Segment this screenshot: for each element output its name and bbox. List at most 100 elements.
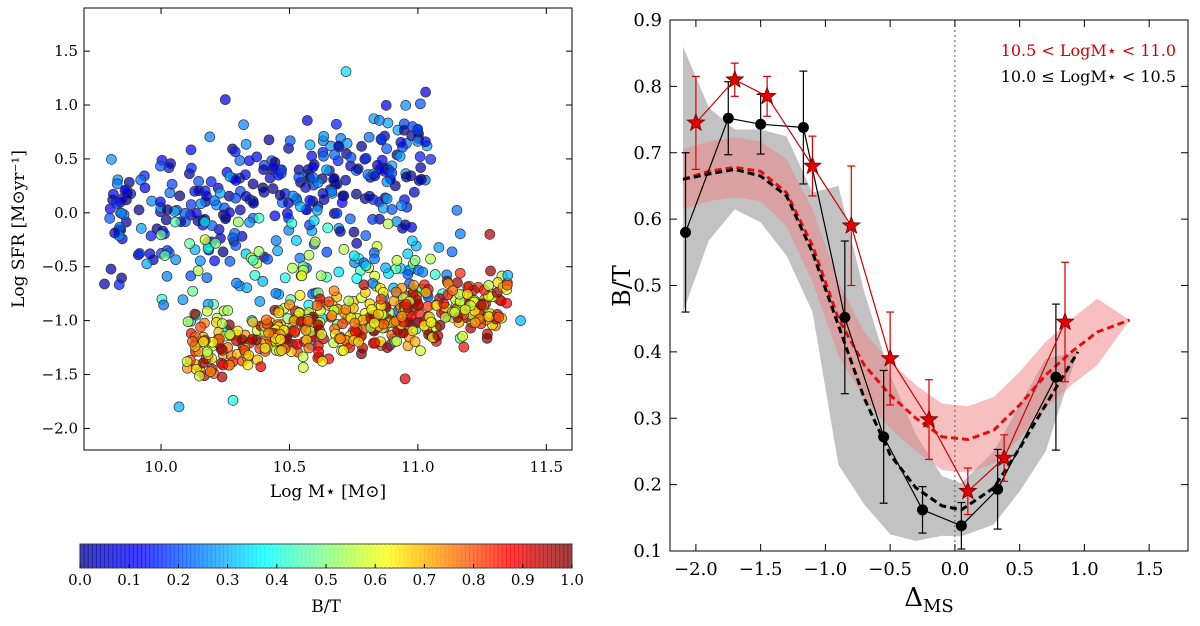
scatter-point	[166, 178, 178, 190]
scatter-point	[304, 139, 316, 151]
scatter-point	[165, 158, 176, 169]
scatter-point	[230, 192, 242, 204]
line-y-tick-label: 0.6	[633, 209, 662, 230]
scatter-point	[205, 366, 216, 377]
scatter-point	[375, 133, 387, 145]
scatter-x-tick-label: 11.0	[401, 458, 434, 476]
scatter-point	[381, 193, 393, 205]
scatter-point	[116, 207, 128, 219]
red-model-band	[683, 137, 1130, 473]
scatter-point	[155, 229, 167, 241]
scatter-point	[420, 86, 431, 98]
scatter-point	[113, 279, 125, 291]
scatter-point	[414, 151, 426, 162]
scatter-point	[214, 187, 226, 199]
scatter-point	[446, 246, 458, 258]
scatter-point	[356, 348, 367, 360]
series-line	[695, 78, 1066, 493]
scatter-point	[230, 175, 242, 186]
scatter-point	[294, 289, 306, 301]
scatter-point	[422, 301, 434, 312]
scatter-point	[475, 299, 487, 311]
data-point-circle	[722, 112, 734, 124]
scatter-point	[179, 208, 191, 219]
scatter-point	[222, 305, 234, 316]
line-x-tick-label: 0.5	[1005, 559, 1034, 580]
scatter-point	[135, 223, 147, 234]
scatter-point	[335, 333, 346, 345]
scatter-point	[340, 66, 352, 77]
scatter-point	[415, 345, 426, 357]
data-point-star	[686, 112, 706, 132]
scatter-point	[343, 295, 355, 307]
scatter-point	[375, 293, 387, 305]
scatter-point	[304, 194, 316, 206]
scatter-y-tick-label: −0.5	[42, 258, 78, 276]
scatter-point	[191, 207, 202, 219]
scatter-point	[358, 279, 370, 291]
scatter-y-tick-label: −2.0	[42, 419, 78, 437]
scatter-point	[434, 319, 446, 331]
scatter-point	[270, 235, 282, 246]
scatter-point	[338, 345, 349, 356]
scatter-point	[502, 270, 514, 281]
line-y-ticks: 0.1 0.2 0.3 0.4 0.5 0.6 0.7 0.8 0.9	[633, 10, 1188, 562]
scatter-point	[484, 229, 496, 240]
colorbar-tick-label: 1.0	[560, 571, 584, 589]
scatter-point	[317, 355, 328, 367]
scatter-point	[485, 265, 496, 277]
scatter-point	[263, 134, 275, 146]
scatter-point	[386, 167, 398, 179]
scatter-point	[308, 215, 320, 227]
scatter-point	[412, 123, 424, 135]
scatter-point	[322, 222, 334, 234]
line-y-axis-label: B/T	[608, 265, 636, 307]
scatter-point	[242, 359, 254, 371]
scatter-point	[105, 263, 117, 275]
scatter-point	[201, 190, 212, 202]
data-point-star	[994, 447, 1014, 467]
scatter-point	[170, 254, 182, 266]
scatter-point	[425, 153, 437, 165]
line-x-tick-label: −1.0	[804, 559, 848, 580]
scatter-point	[369, 253, 380, 265]
data-point-circle	[917, 504, 929, 516]
scatter-point	[217, 246, 229, 258]
scatter-point	[241, 282, 253, 294]
scatter-point	[279, 272, 291, 284]
scatter-point	[406, 221, 417, 233]
scatter-point	[189, 308, 201, 320]
scatter-point	[219, 94, 231, 105]
scatter-point	[187, 285, 199, 297]
red-model-curve	[682, 165, 1131, 442]
scatter-point	[399, 373, 411, 385]
line-x-tick-label: −1.5	[739, 559, 783, 580]
scatter-point	[326, 310, 338, 322]
scatter-point	[329, 149, 340, 161]
scatter-point	[321, 164, 332, 176]
scatter-point	[291, 235, 302, 246]
scatter-point	[449, 306, 461, 318]
scatter-point	[374, 115, 385, 126]
scatter-point	[396, 200, 407, 212]
data-point-star	[757, 86, 777, 105]
scatter-point	[215, 343, 227, 355]
scatter-point	[141, 258, 153, 270]
scatter-point	[227, 395, 239, 406]
scatter-point	[417, 266, 429, 278]
scatter-point	[173, 401, 185, 413]
scatter-point	[318, 130, 330, 142]
scatter-point	[386, 204, 398, 215]
scatter-point	[501, 279, 513, 291]
scatter-plot-border	[83, 7, 573, 451]
data-point-circle	[878, 431, 890, 443]
scatter-y-axis-label: Log SFR [M⊙yr⁻¹]	[9, 150, 29, 308]
scatter-point	[259, 342, 271, 354]
scatter-point	[195, 321, 206, 333]
scatter-point	[158, 299, 169, 311]
scatter-point	[296, 270, 308, 282]
colorbar-label: B/T	[311, 597, 341, 617]
scatter-point	[390, 286, 402, 298]
line-x-ticks: −2.0 −1.5 −1.0 −0.5 0.0 0.5 1.0 1.5	[674, 20, 1163, 580]
scatter-point	[401, 171, 412, 183]
